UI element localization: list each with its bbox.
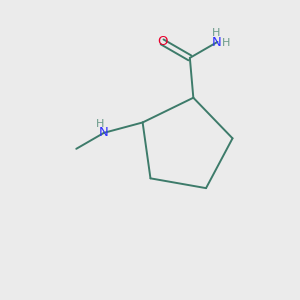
- Text: H: H: [212, 28, 221, 38]
- Text: H: H: [96, 119, 104, 129]
- Text: O: O: [157, 35, 167, 48]
- Text: N: N: [99, 126, 109, 139]
- Text: N: N: [212, 36, 221, 50]
- Text: H: H: [222, 38, 231, 48]
